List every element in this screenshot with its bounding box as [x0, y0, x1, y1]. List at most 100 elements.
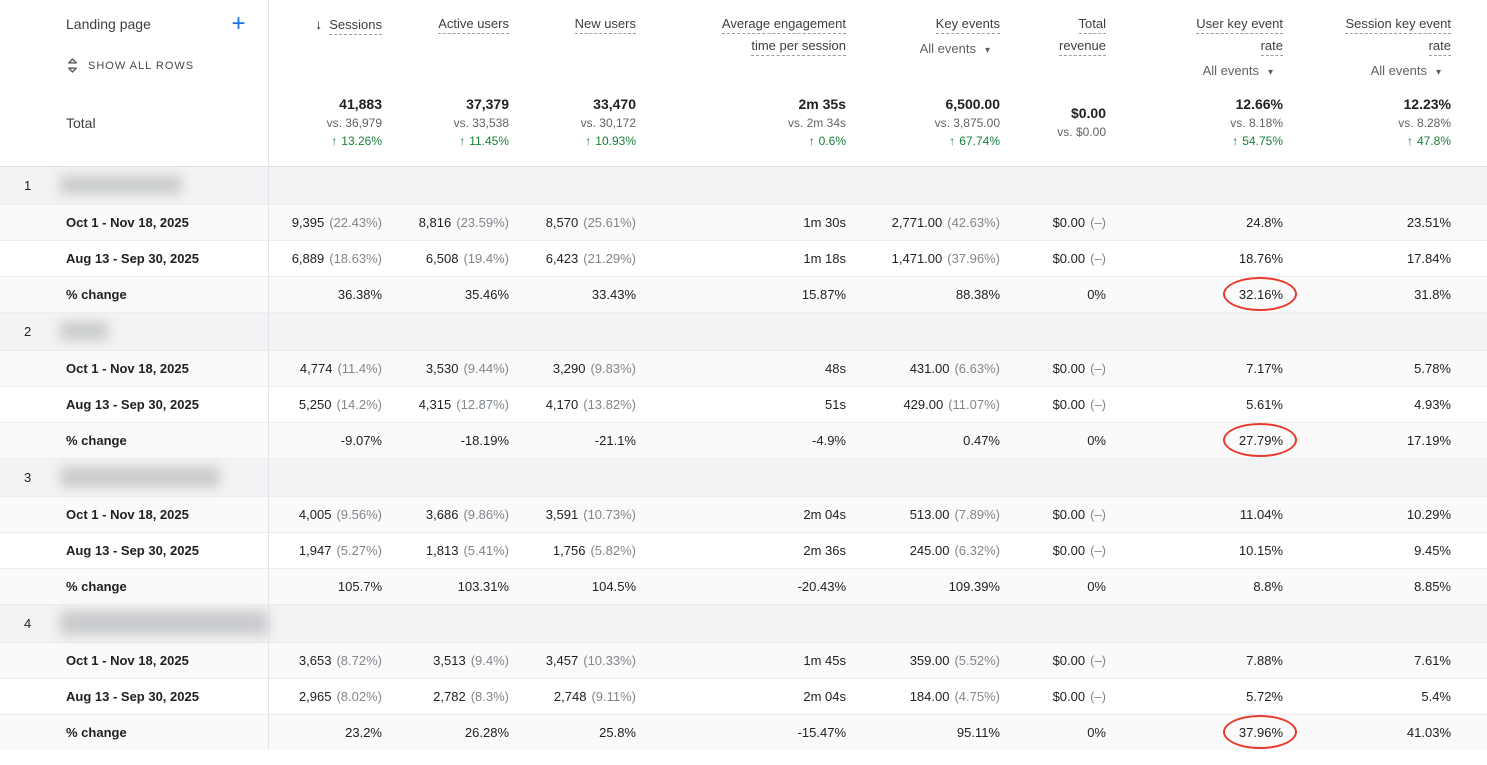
cell-value: $0.00: [1052, 688, 1086, 704]
date-range-row: Aug 13 - Sep 30, 2025 5,250 (14.2%) 4,315 (1…: [0, 385, 1487, 422]
metric-cell: 9,395 (22.43%): [268, 203, 382, 240]
event-filter-dropdown[interactable]: All events ▾: [846, 41, 990, 56]
column-header-active-users[interactable]: Active users: [382, 0, 509, 88]
group-header-row[interactable]: 2: [0, 311, 1487, 350]
cell-share: (23.59%): [456, 214, 509, 230]
redacted-landing-page: [60, 322, 108, 340]
column-header-new-users[interactable]: New users: [509, 0, 636, 88]
metric-cell: 6,508 (19.4%): [382, 239, 509, 276]
cell-value: 7.61%: [1414, 652, 1451, 668]
column-header-total-revenue[interactable]: Total revenue: [1000, 0, 1106, 88]
annotation-circle: 37.96%: [1222, 714, 1298, 749]
column-header-line: Average engagement: [636, 14, 846, 34]
column-header-line: Total: [1000, 14, 1106, 34]
cell-value: 4,005: [298, 506, 332, 522]
metric-cell: 26.28%: [382, 713, 509, 750]
empty-cell: [1000, 165, 1106, 204]
column-header-label[interactable]: rate: [1260, 38, 1283, 56]
column-header-label[interactable]: Session key event: [1345, 16, 1451, 34]
column-header-label[interactable]: New users: [574, 16, 636, 34]
group-header-row[interactable]: 3: [0, 457, 1487, 496]
metric-cell: 4,315 (12.87%): [382, 385, 509, 422]
cell-value: 1,813: [425, 542, 459, 558]
column-header-average-engagement-time-per-session[interactable]: Average engagement time per session: [636, 0, 846, 88]
column-header-line: time per session: [636, 36, 846, 56]
column-header-label[interactable]: User key event: [1196, 16, 1283, 34]
cell-value: 6,508: [425, 250, 459, 266]
cell-share: (12.87%): [456, 396, 509, 412]
metric-cell: 23.51%: [1283, 203, 1487, 240]
cell-value: 1m 30s: [803, 214, 846, 230]
column-header-label[interactable]: Total: [1078, 16, 1106, 34]
metric-cell: 1,813 (5.41%): [382, 531, 509, 568]
event-filter-dropdown[interactable]: All events ▾: [1283, 63, 1441, 78]
metric-cell: $0.00 (–): [1000, 349, 1106, 386]
total-change-percent: ↑ 0.6%: [636, 132, 846, 150]
metric-cell: 6,889 (18.63%): [268, 239, 382, 276]
cell-value: 7.88%: [1246, 652, 1283, 668]
metric-cell: 2,771.00 (42.63%): [846, 203, 1000, 240]
cell-value: 0%: [1087, 432, 1106, 448]
metric-cell: 0%: [1000, 275, 1106, 312]
column-header-label[interactable]: Sessions: [329, 17, 382, 35]
cell-value: 5.4%: [1421, 688, 1451, 704]
metric-cell: -18.19%: [382, 421, 509, 458]
show-all-rows-toggle[interactable]: SHOW ALL ROWS: [66, 58, 246, 73]
cell-value: 17.84%: [1406, 250, 1451, 266]
date-range-row: Aug 13 - Sep 30, 2025 1,947 (5.27%) 1,813 (5…: [0, 531, 1487, 568]
cell-share: (8.72%): [336, 652, 382, 668]
cell-value: 2m 04s: [803, 688, 846, 704]
column-header-label[interactable]: time per session: [751, 38, 846, 56]
empty-cell: [382, 165, 509, 204]
group-header-row[interactable]: 4: [0, 603, 1487, 642]
metric-cell: 1,471.00 (37.96%): [846, 239, 1000, 276]
cell-value: 8,816: [418, 214, 452, 230]
cell-value: 88.38%: [955, 286, 1000, 302]
column-header-label[interactable]: Active users: [438, 16, 509, 34]
metric-cell: $0.00 (–): [1000, 239, 1106, 276]
cell-value: 245.00: [909, 542, 950, 558]
metric-cell: 4.93%: [1283, 385, 1487, 422]
column-header-line: User key event: [1106, 14, 1283, 34]
group-header-row[interactable]: 1: [0, 165, 1487, 204]
total-metric-cell: 41,883 vs. 36,979 ↑ 13.26%: [268, 88, 382, 167]
column-header-line: ↓ Sessions: [269, 14, 382, 35]
metric-cell: 2,748 (9.11%): [509, 677, 636, 714]
cell-share: (11.07%): [948, 396, 1000, 412]
event-filter-dropdown[interactable]: All events ▾: [1106, 63, 1273, 78]
cell-share: (37.96%): [947, 250, 1000, 266]
add-dimension-button plus-icon[interactable]: +: [231, 10, 246, 37]
cell-value: 48s: [825, 360, 846, 376]
dimension-group-cell: 1: [0, 165, 269, 204]
date-range-row: Oct 1 - Nov 18, 2025 4,774 (11.4%) 3,530 (9.…: [0, 349, 1487, 386]
empty-cell: [382, 603, 509, 642]
column-header-label[interactable]: rate: [1428, 38, 1451, 56]
cell-value: 41.03%: [1406, 724, 1451, 740]
metric-cell: -4.9%: [636, 421, 846, 458]
metric-cell: 7.88%: [1106, 641, 1283, 678]
metric-cell: 95.11%: [846, 713, 1000, 750]
cell-value: 2,771.00: [891, 214, 943, 230]
cell-value: 1m 18s: [803, 250, 846, 266]
up-arrow-icon: ↑: [459, 134, 466, 149]
sort-descending-icon[interactable]: ↓: [315, 16, 323, 32]
metric-cell: 359.00 (5.52%): [846, 641, 1000, 678]
empty-cell: [268, 603, 382, 642]
column-header-session-key-event-rate[interactable]: Session key event rate All events ▾: [1283, 0, 1487, 88]
column-header-label[interactable]: Key events: [935, 16, 1000, 34]
cell-value: 2m 36s: [803, 542, 846, 558]
dimension-group-cell: 3: [0, 457, 269, 496]
row-number: 2: [24, 323, 32, 339]
total-comparison-value: vs. 33,538: [453, 116, 509, 131]
total-metric-cell: 33,470 vs. 30,172 ↑ 10.93%: [509, 88, 636, 167]
dimension-label[interactable]: Landing page: [66, 16, 151, 32]
cell-value: 10.15%: [1238, 542, 1283, 558]
column-header-sessions[interactable]: ↓ Sessions: [268, 0, 382, 88]
column-header-key-events[interactable]: Key events All events ▾: [846, 0, 1000, 88]
metric-cell: 5.61%: [1106, 385, 1283, 422]
column-header-user-key-event-rate[interactable]: User key event rate All events ▾: [1106, 0, 1283, 88]
column-header-label[interactable]: Average engagement: [721, 16, 846, 34]
column-header-label[interactable]: revenue: [1059, 38, 1106, 56]
cell-value: 7.17%: [1246, 360, 1283, 376]
metric-cell: 1,756 (5.82%): [509, 531, 636, 568]
